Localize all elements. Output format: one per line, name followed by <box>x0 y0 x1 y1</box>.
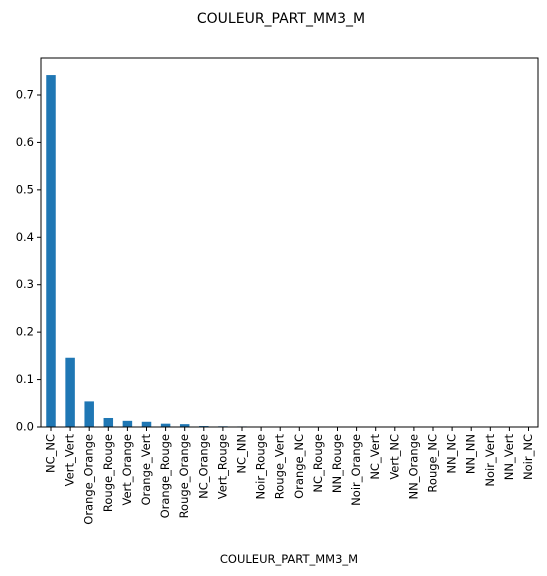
x-tick-label: Rouge_Vert <box>273 434 287 500</box>
x-tick-label: Vert_NC <box>387 434 401 480</box>
y-tick-label: 0.3 <box>16 277 34 291</box>
x-tick-label: NN_NC <box>445 434 459 474</box>
y-tick-label: 0.6 <box>16 135 34 149</box>
x-tick-label: NC_NN <box>235 434 249 474</box>
x-tick-label: Orange_NC <box>292 434 306 499</box>
x-axis: NC_NC Vert_Vert Orange_Orange Rouge_Rouge Ve… <box>44 427 535 525</box>
x-tick-label: NC_Vert <box>368 434 382 480</box>
bar-Vert_Vert <box>65 357 75 427</box>
bar-Orange_Orange <box>84 401 94 427</box>
chart-title: COULEUR_PART_MM3_M <box>197 11 365 27</box>
x-tick-label: Orange_Orange <box>82 434 96 525</box>
x-tick-label: Noir_NC <box>521 434 535 480</box>
y-tick-label: 0.4 <box>16 230 34 244</box>
x-tick-label: Vert_Orange <box>120 434 134 506</box>
y-tick-label: 0.5 <box>16 182 34 196</box>
x-tick-label: Rouge_Orange <box>177 434 191 518</box>
x-tick-label: NN_Vert <box>502 434 516 481</box>
x-tick-label: Orange_Vert <box>139 434 153 506</box>
y-tick-label: 0.7 <box>16 87 34 101</box>
x-tick-label: Rouge_NC <box>426 434 440 493</box>
y-tick-label: 0.2 <box>16 325 34 339</box>
y-tick-label: 0.1 <box>16 372 34 386</box>
y-axis: 0.0 0.1 0.2 0.3 0.4 0.5 0.6 0.7 <box>16 87 41 434</box>
plot-frame <box>40 57 539 428</box>
x-tick-label: NN_Rouge <box>330 434 344 493</box>
bar-Rouge_Orange <box>179 424 190 427</box>
x-axis-label: COULEUR_PART_MM3_M <box>220 552 358 566</box>
x-tick-label: Orange_Rouge <box>158 434 172 518</box>
y-tick-label: 0.0 <box>16 420 34 434</box>
bar-Rouge_Rouge <box>103 417 114 427</box>
bar-Orange_Rouge <box>160 423 171 427</box>
x-tick-label: Noir_Orange <box>349 434 363 506</box>
x-tick-label: NC_NC <box>44 434 58 473</box>
x-tick-label: Vert_Rouge <box>215 434 229 499</box>
x-tick-label: Vert_Vert <box>63 434 77 487</box>
x-tick-label: Rouge_Rouge <box>101 434 115 512</box>
bars-group <box>46 75 534 427</box>
x-tick-label: NC_Orange <box>196 434 210 499</box>
x-tick-label: NN_Orange <box>406 434 420 499</box>
x-tick-label: Noir_Rouge <box>254 434 268 500</box>
x-tick-label: NN_NN <box>464 434 478 474</box>
bar-NC_NC <box>46 75 56 427</box>
bar-Orange_Vert <box>141 421 152 427</box>
bar-Vert_Orange <box>122 420 133 427</box>
x-tick-label: NC_Rouge <box>311 434 325 493</box>
x-tick-label: Noir_Vert <box>483 434 497 487</box>
